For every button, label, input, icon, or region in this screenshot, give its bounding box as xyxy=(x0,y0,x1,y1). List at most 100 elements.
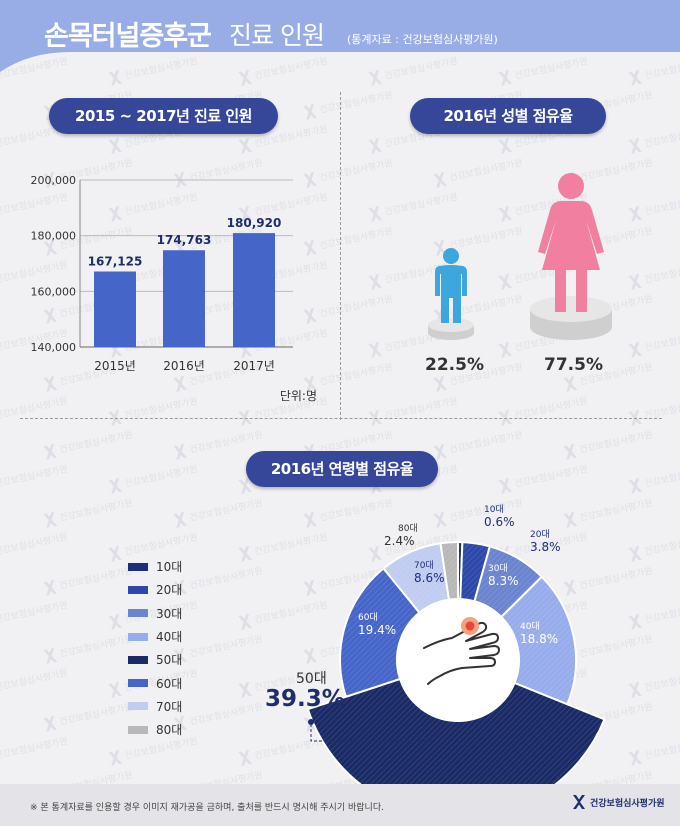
label-70s-value: 8.6% xyxy=(414,570,445,585)
watermark-logo-icon xyxy=(303,307,318,324)
watermark-logo-icon xyxy=(43,307,58,324)
bar xyxy=(163,250,205,347)
donut-center xyxy=(398,600,518,720)
label-20s-age: 20대 xyxy=(530,530,550,540)
label-30s: 30대 8.3% xyxy=(488,564,519,588)
watermark-logo-icon xyxy=(173,715,188,732)
watermark-logo-icon xyxy=(368,409,383,426)
pedestal xyxy=(428,318,474,340)
watermark-logo-icon xyxy=(108,409,123,426)
label-60s-age: 60대 xyxy=(358,613,378,623)
watermark-logo-icon xyxy=(303,511,318,528)
watermark-logo-icon xyxy=(563,579,578,596)
watermark-logo-icon xyxy=(108,681,123,698)
watermark-logo-icon xyxy=(628,69,643,86)
legend-swatch xyxy=(128,632,148,641)
watermark-logo-icon xyxy=(238,205,253,222)
legend-label: 50대 xyxy=(156,653,183,668)
watermark-logo-icon xyxy=(173,647,188,664)
watermark-logo-icon xyxy=(368,545,383,562)
bar xyxy=(233,233,275,347)
legend-item: 60대 xyxy=(128,671,182,694)
watermark-logo-icon xyxy=(498,137,513,154)
watermark-logo-icon xyxy=(498,477,513,494)
header-banner: 손목터널증후군 진료 인원 (통계자료 : 건강보험심사평가원) xyxy=(0,0,680,72)
label-80s: 80대 2.4% xyxy=(384,524,418,548)
legend-label: 10대 xyxy=(156,560,183,575)
watermark-logo-icon xyxy=(628,545,643,562)
watermark-logo-icon xyxy=(108,205,123,222)
label-40s-age: 40대 xyxy=(520,622,540,632)
legend-swatch xyxy=(128,585,148,594)
leader-line xyxy=(310,724,432,742)
legend-swatch xyxy=(128,702,148,711)
label-50s-value: 39.3% xyxy=(265,686,345,712)
watermark-logo-icon xyxy=(173,579,188,596)
footer-note: ※ 본 통계자료를 인용할 경우 이미지 재가공을 금하며, 출처를 반드시 명… xyxy=(30,803,384,813)
pedestal xyxy=(530,296,612,340)
watermark-logo-icon xyxy=(628,749,643,766)
watermark-logo-icon xyxy=(43,511,58,528)
y-tick-label: 200,000 xyxy=(31,174,77,187)
bar xyxy=(94,271,136,347)
watermark-logo-icon xyxy=(43,579,58,596)
watermark-logo-icon xyxy=(498,69,513,86)
watermark-logo-icon xyxy=(433,511,448,528)
label-30s-value: 8.3% xyxy=(488,573,519,588)
watermark-logo-icon xyxy=(303,171,318,188)
watermark-logo-icon xyxy=(563,375,578,392)
bar-value-label: 167,125 xyxy=(88,255,143,269)
x-tick-label: 2017년 xyxy=(233,359,275,373)
label-80s-value: 2.4% xyxy=(384,533,415,548)
watermark-logo-icon xyxy=(108,613,123,630)
divider-vertical xyxy=(340,92,341,420)
watermark-logo-icon xyxy=(303,375,318,392)
slice-50s xyxy=(306,677,606,784)
legend-item: 20대 xyxy=(128,578,182,601)
watermark-logo-icon xyxy=(43,375,58,392)
watermark-logo-icon xyxy=(43,443,58,460)
legend-item: 80대 xyxy=(128,718,182,741)
leader-dot xyxy=(308,719,314,725)
x-tick-label: 2015년 xyxy=(94,359,136,373)
watermark-logo-icon xyxy=(238,749,253,766)
section-title-gender: 2016년 성별 점유율 xyxy=(410,98,606,134)
watermark-logo-icon xyxy=(433,239,448,256)
watermark-logo-icon xyxy=(173,443,188,460)
watermark-logo-icon xyxy=(43,647,58,664)
label-10s-age: 10대 xyxy=(484,505,504,515)
legend-swatch xyxy=(128,725,148,734)
watermark-logo-icon xyxy=(628,409,643,426)
watermark-logo-icon xyxy=(43,171,58,188)
watermark-logo-icon xyxy=(238,545,253,562)
watermark-logo-icon xyxy=(628,137,643,154)
section-title-patients: 2015 ~ 2017년 진료 인원 xyxy=(49,98,278,134)
watermark-logo-icon xyxy=(303,579,318,596)
label-40s-value: 18.8% xyxy=(520,631,559,646)
wrist-pain-icon xyxy=(423,621,500,685)
watermark-logo-icon xyxy=(628,341,643,358)
label-80s-age: 80대 xyxy=(398,524,418,534)
label-60s-value: 19.4% xyxy=(358,622,397,637)
bar-value-label: 174,763 xyxy=(157,233,212,247)
legend-label: 30대 xyxy=(156,606,183,621)
watermark-logo-icon xyxy=(498,409,513,426)
label-10s-value: 0.6% xyxy=(484,514,515,529)
female-figure-icon xyxy=(538,173,604,312)
watermark-logo-icon xyxy=(628,681,643,698)
y-tick-label: 160,000 xyxy=(31,285,77,298)
watermark-logo-icon xyxy=(173,375,188,392)
slice-40s xyxy=(499,575,577,706)
label-60s: 60대 19.4% xyxy=(358,613,397,637)
watermark-logo-icon xyxy=(433,443,448,460)
label-40s: 40대 18.8% xyxy=(520,622,559,646)
watermark-logo-icon xyxy=(108,69,123,86)
x-tick-label: 2016년 xyxy=(163,359,205,373)
legend-swatch xyxy=(128,679,148,688)
watermark-logo-icon xyxy=(433,171,448,188)
page-title: 손목터널증후군 xyxy=(44,21,212,52)
label-50s-age: 50대 xyxy=(296,671,327,687)
footer-logo: 건강보험심사평가원 xyxy=(572,794,665,810)
gender-share-chart xyxy=(428,173,612,340)
page-title-suffix: 진료 인원 xyxy=(229,21,325,50)
